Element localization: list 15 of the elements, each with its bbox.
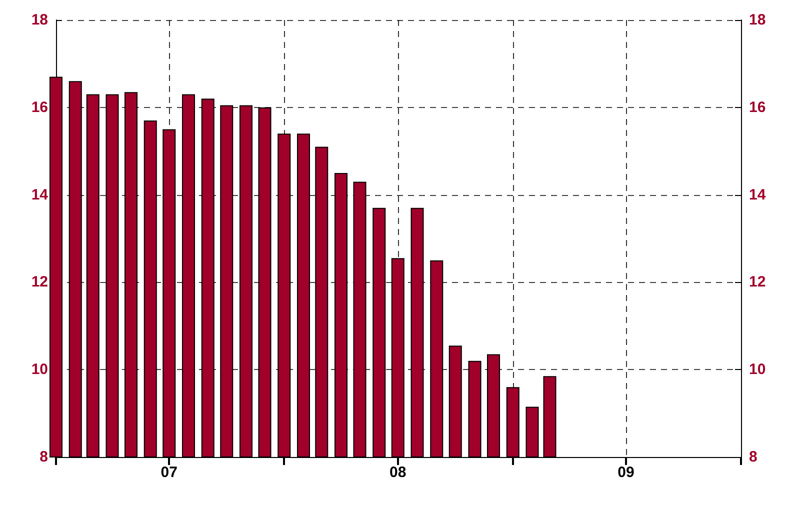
y2-tick-label: 8 [749,448,758,466]
y2-tick-label: 12 [749,274,766,291]
x-tick-label: 09 [618,464,634,481]
y-tick-label: 18 [31,12,48,28]
y2-tick-label: 14 [749,186,766,204]
y2-tick-label: 10 [749,361,766,378]
y-tick-label: 14 [31,186,49,204]
y2-tick-label: 18 [749,12,766,28]
x-tick-label: 07 [160,464,178,481]
y-tick-label: 8 [40,448,48,466]
y-tick-label: 10 [31,361,48,378]
x-tick-label: 08 [390,464,406,481]
y-tick-label: 12 [31,274,48,291]
y2-tick-label: 16 [749,98,766,116]
y-tick-label: 16 [31,98,48,116]
